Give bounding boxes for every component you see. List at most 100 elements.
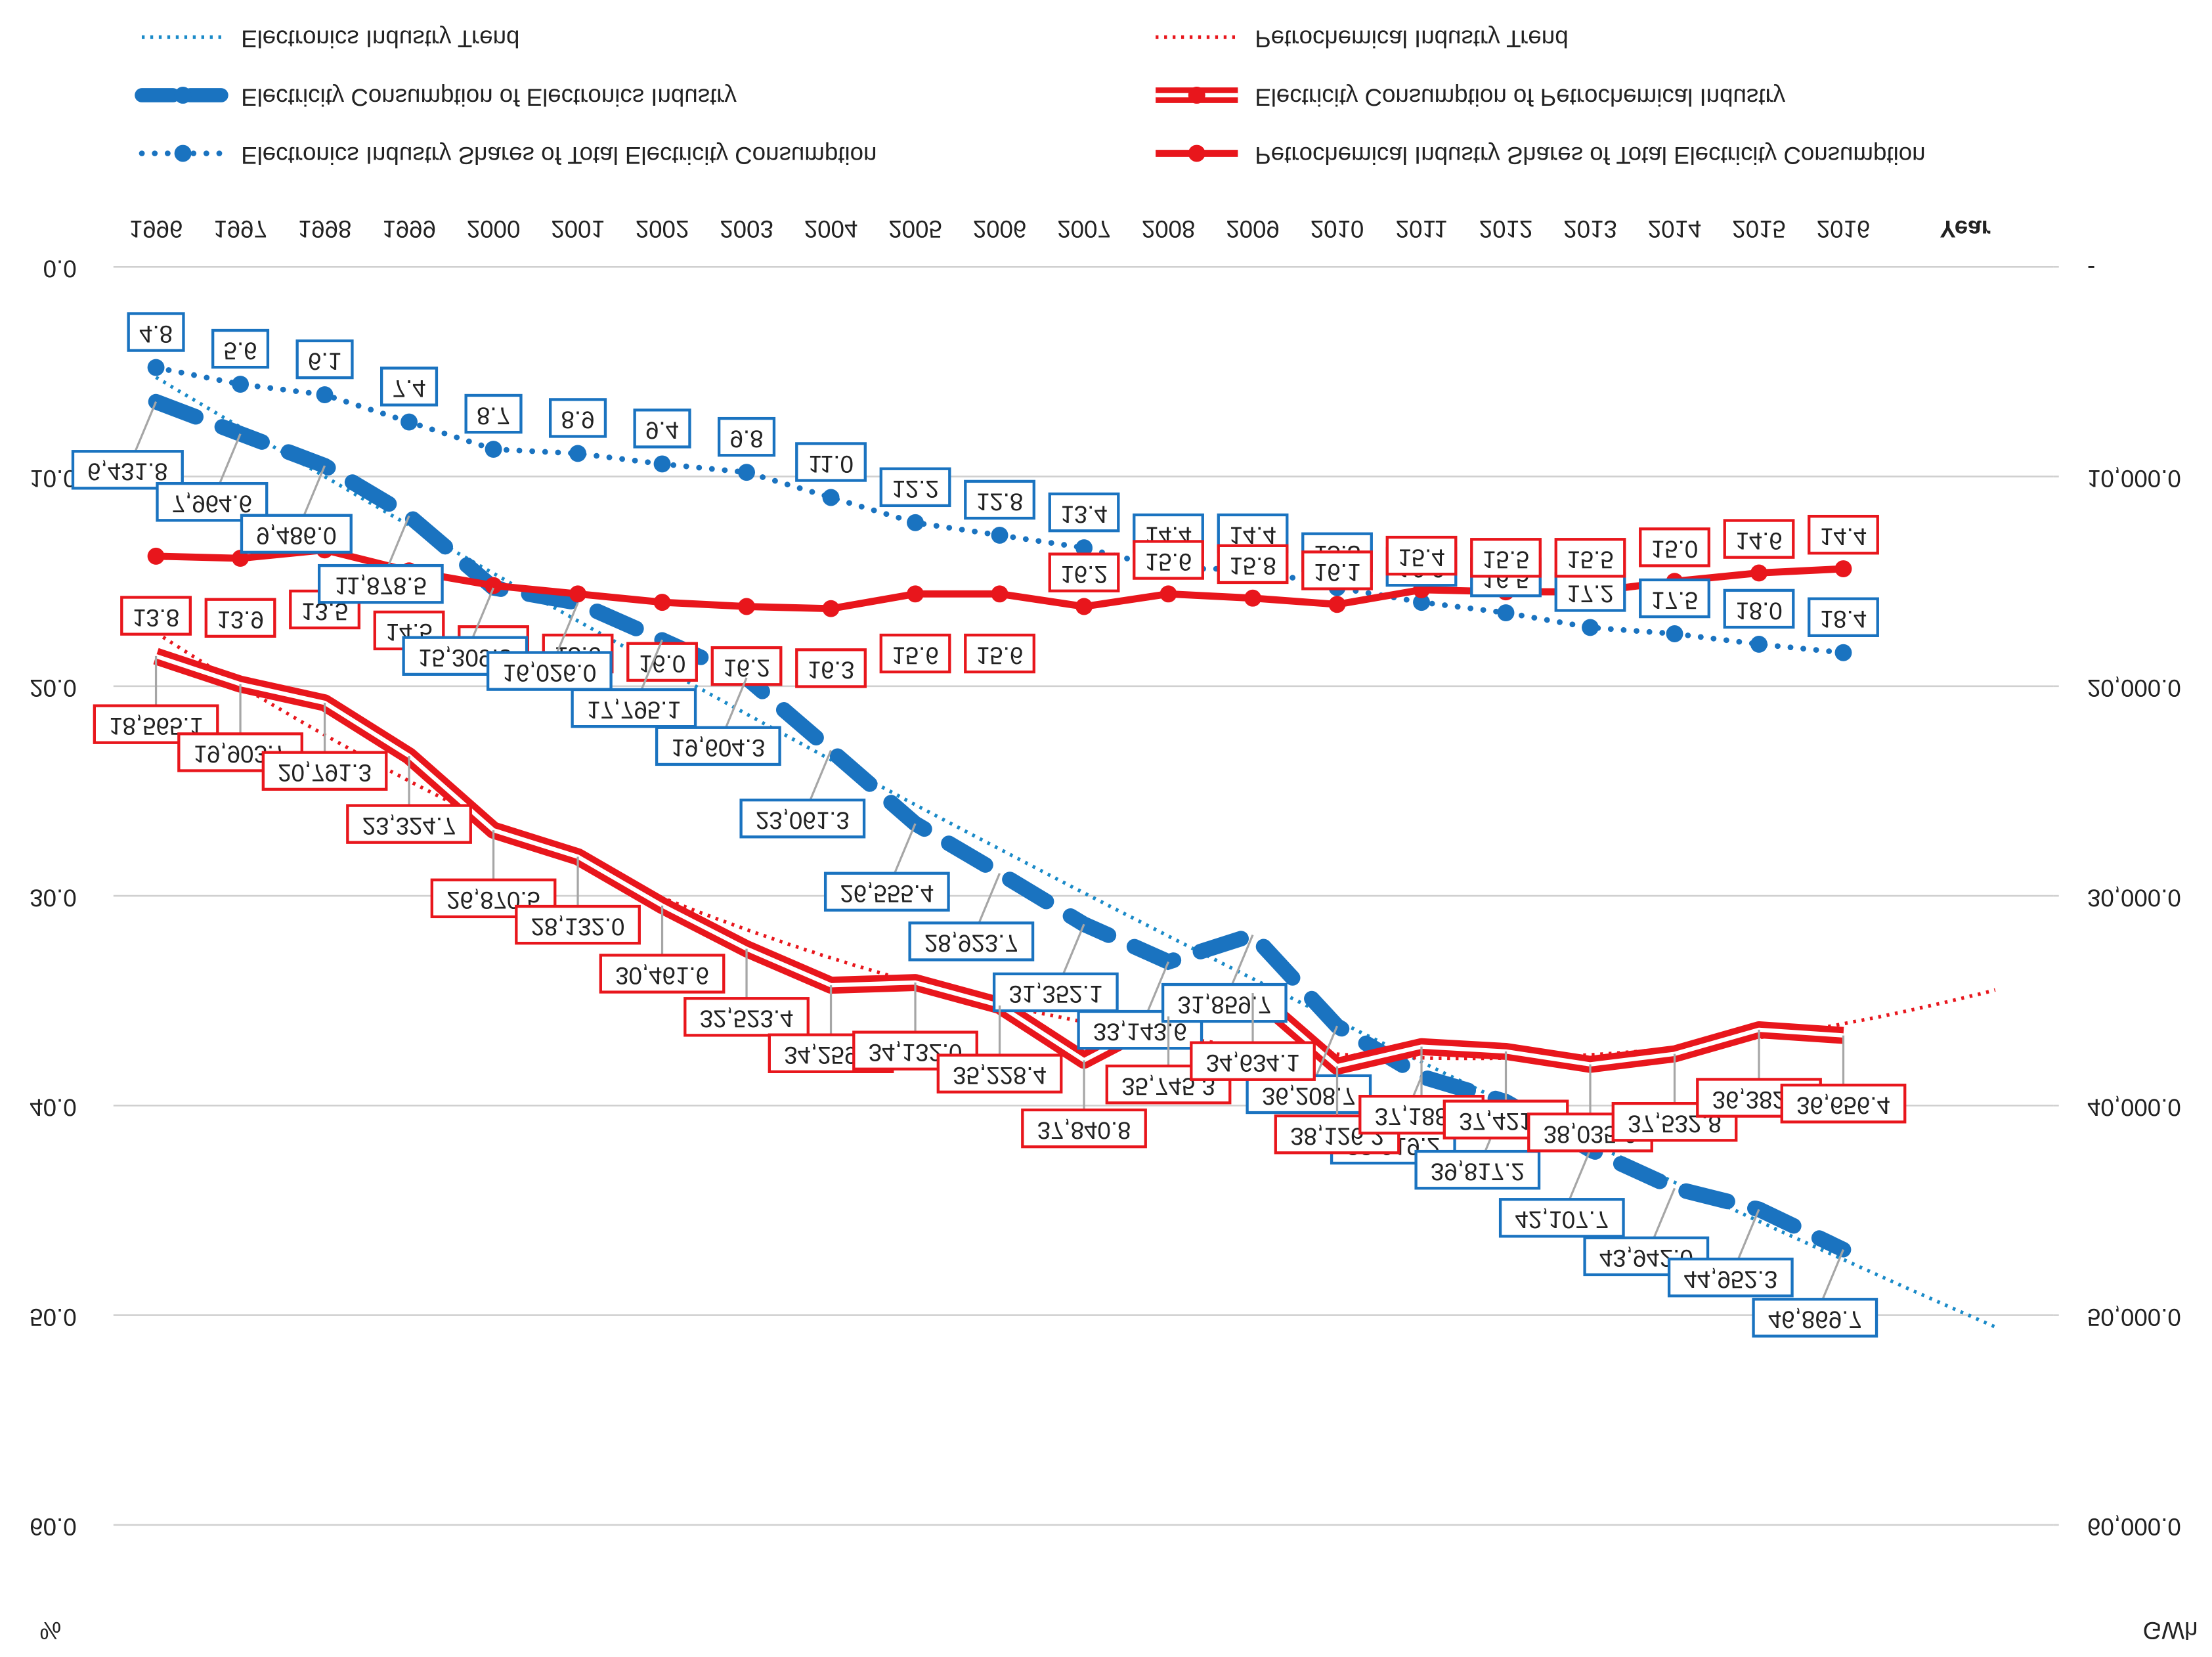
data-label: 6.1 <box>308 347 341 374</box>
y-tick-label: 50.0 <box>30 1304 76 1331</box>
marker <box>147 547 165 565</box>
marker <box>1075 539 1093 557</box>
data-label: 16,026.0 <box>502 659 596 686</box>
x-tick-label: 2010 <box>1311 215 1364 242</box>
x-tick-label: 2001 <box>551 215 605 242</box>
data-label: 5.6 <box>224 337 257 364</box>
marker <box>653 455 671 473</box>
x-tick-label: 2013 <box>1563 215 1617 242</box>
y2-tick-label: 30,000.0 <box>2087 884 2181 911</box>
label-box <box>486 651 613 691</box>
x-tick-label: 1996 <box>129 215 183 242</box>
legend-label: Petrochemical Industry Trend <box>1255 26 1568 53</box>
label-box <box>211 328 270 369</box>
label-box <box>795 442 867 482</box>
label-box <box>1780 1084 1907 1124</box>
data-label: 46,869.7 <box>1768 1306 1862 1333</box>
y2-tick-label: 10,000.0 <box>2087 465 2181 492</box>
data-label: 7,964.6 <box>172 491 252 518</box>
label-box <box>879 467 951 508</box>
label-box <box>127 312 185 352</box>
x-tick-label: 2014 <box>1648 215 1702 242</box>
data-label: 15.0 <box>1651 536 1698 563</box>
marker <box>1750 564 1767 582</box>
marker <box>1750 636 1767 653</box>
marker <box>991 585 1008 603</box>
data-label: 36,656.4 <box>1796 1092 1890 1119</box>
x-tick-label: 2009 <box>1226 215 1280 242</box>
label-box <box>795 648 867 688</box>
marker <box>401 413 418 431</box>
label-box <box>1217 544 1289 585</box>
marker <box>1413 594 1430 611</box>
legend-marker <box>1188 144 1205 162</box>
data-label: 13.9 <box>217 606 263 633</box>
y-tick-label: 20.0 <box>30 674 76 701</box>
marker <box>991 526 1008 544</box>
data-label: 11,878.5 <box>335 572 427 599</box>
data-label: 15.5 <box>1483 546 1529 573</box>
y-tick-label: 60.0 <box>30 1513 76 1540</box>
y2-axis-label: GWh <box>2143 1617 2198 1644</box>
data-label: 9.8 <box>730 425 764 452</box>
y2-tick-label: - <box>2087 255 2095 282</box>
label-box <box>599 954 726 994</box>
y-tick-label: 30.0 <box>30 884 76 911</box>
label-box <box>1470 538 1542 578</box>
label-box <box>1752 1298 1878 1338</box>
data-label: 6,431.8 <box>87 458 167 485</box>
label-box <box>515 904 641 945</box>
data-label: 9.4 <box>645 417 679 444</box>
data-label: 16.2 <box>723 654 770 681</box>
data-label: 18.4 <box>1820 606 1867 632</box>
label-box <box>380 366 439 407</box>
label-box <box>295 339 354 380</box>
marker <box>232 376 249 393</box>
data-label: 44,952.3 <box>1683 1266 1777 1292</box>
label-box <box>1554 538 1626 578</box>
data-label: 20,791.3 <box>278 759 372 786</box>
x-tick-label: 1998 <box>298 215 352 242</box>
data-label: 15.6 <box>892 642 938 669</box>
marker <box>147 359 165 376</box>
label-box <box>908 921 1035 961</box>
x-tick-label: 2016 <box>1817 215 1871 242</box>
data-label: 39,817.2 <box>1431 1158 1525 1185</box>
y2-tick-label: 50,000.0 <box>2087 1304 2181 1331</box>
y-axis-label: % <box>39 1617 61 1644</box>
label-box <box>204 598 276 638</box>
data-label: 16.3 <box>808 657 854 684</box>
x-tick-label: 2012 <box>1479 215 1533 242</box>
legend-label: Electronics Industry Shares of Total Ele… <box>241 142 877 169</box>
x-tick-label: 2011 <box>1396 215 1448 242</box>
label-box <box>964 633 1035 674</box>
label-box <box>571 688 697 728</box>
marker <box>1160 585 1177 603</box>
label-box <box>120 596 192 636</box>
label-box <box>317 563 444 604</box>
label-box <box>710 646 783 686</box>
data-label: 17,795.1 <box>587 696 681 723</box>
data-label: 14.6 <box>1735 527 1782 554</box>
label-box <box>936 1053 1063 1094</box>
data-label: 17.2 <box>1567 581 1613 608</box>
data-label: 36,208.7 <box>1262 1082 1356 1109</box>
x-tick-label: 2007 <box>1057 215 1111 242</box>
data-label: 42,107.7 <box>1515 1206 1609 1233</box>
marker <box>232 550 249 567</box>
marker <box>485 441 502 458</box>
label-box <box>1723 588 1795 629</box>
marker <box>907 585 924 603</box>
data-label: 23,061.3 <box>756 807 850 834</box>
y2-tick-label: 40,000.0 <box>2087 1094 2181 1121</box>
data-label: 15.4 <box>1398 544 1444 571</box>
data-label: 16.1 <box>1314 559 1360 586</box>
y2-tick-label: 60,000.0 <box>2087 1513 2181 1540</box>
legend-label: Electricity Consumption of Petrochemical… <box>1255 83 1785 110</box>
legend-marker <box>174 87 192 104</box>
x-tick-label: 2005 <box>888 215 942 242</box>
label-box <box>240 514 353 554</box>
marker <box>1244 589 1261 607</box>
marker <box>1834 560 1852 577</box>
data-label: 34,634.1 <box>1206 1049 1300 1076</box>
